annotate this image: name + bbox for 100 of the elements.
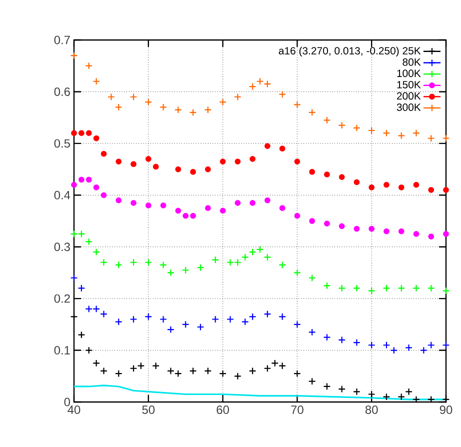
point bbox=[250, 200, 256, 206]
point bbox=[114, 318, 122, 326]
point bbox=[264, 80, 272, 88]
point bbox=[234, 200, 241, 206]
point bbox=[92, 248, 100, 256]
point bbox=[130, 258, 138, 266]
point bbox=[398, 228, 404, 234]
point bbox=[338, 174, 345, 180]
point bbox=[70, 274, 78, 282]
point bbox=[93, 135, 100, 142]
point bbox=[442, 287, 450, 295]
point bbox=[309, 218, 316, 224]
point bbox=[382, 284, 390, 292]
point bbox=[250, 156, 256, 162]
point bbox=[212, 256, 220, 264]
point bbox=[234, 258, 242, 266]
point bbox=[71, 130, 77, 136]
y-tick-label: 0 bbox=[64, 398, 70, 406]
point bbox=[279, 205, 286, 212]
point bbox=[86, 130, 92, 136]
point bbox=[212, 316, 220, 323]
point bbox=[196, 323, 204, 331]
legend-label: 80K bbox=[402, 58, 421, 66]
point bbox=[368, 126, 376, 134]
point bbox=[204, 205, 211, 212]
point bbox=[398, 284, 406, 292]
point bbox=[309, 168, 316, 175]
point bbox=[78, 130, 84, 136]
point bbox=[100, 367, 108, 375]
point bbox=[279, 146, 286, 152]
point bbox=[174, 106, 182, 114]
point bbox=[398, 184, 404, 190]
point bbox=[93, 184, 100, 190]
point bbox=[166, 268, 174, 276]
point bbox=[354, 179, 360, 186]
x-tick-label: 40 bbox=[68, 406, 80, 414]
point bbox=[271, 359, 279, 367]
point bbox=[175, 166, 182, 172]
point bbox=[166, 326, 174, 334]
point bbox=[130, 161, 136, 168]
point bbox=[412, 396, 420, 404]
x-tick-label: 80 bbox=[365, 406, 378, 414]
point bbox=[78, 230, 86, 238]
point bbox=[204, 367, 212, 375]
point bbox=[114, 261, 122, 269]
point bbox=[189, 367, 197, 375]
point bbox=[248, 82, 256, 90]
point bbox=[323, 334, 331, 342]
point bbox=[352, 388, 360, 396]
legend-label: 200K bbox=[396, 92, 421, 100]
point bbox=[100, 192, 107, 198]
point bbox=[145, 156, 152, 162]
legend-label: a16 (3.270, 0.013, -0.250) 25K bbox=[278, 46, 421, 57]
y-tick-label: 0.2 bbox=[54, 294, 70, 303]
point bbox=[219, 370, 227, 378]
point bbox=[116, 197, 122, 204]
point bbox=[160, 103, 168, 111]
point bbox=[160, 261, 168, 269]
point bbox=[256, 246, 264, 254]
point bbox=[144, 258, 152, 266]
legend-label: 300K bbox=[396, 104, 421, 111]
point bbox=[114, 370, 122, 378]
point bbox=[382, 129, 390, 137]
point bbox=[323, 282, 331, 290]
point bbox=[427, 134, 435, 142]
point bbox=[442, 134, 450, 142]
point bbox=[293, 100, 301, 108]
point bbox=[382, 341, 390, 349]
point bbox=[92, 78, 100, 86]
point bbox=[384, 228, 390, 234]
point bbox=[100, 150, 107, 157]
point bbox=[323, 116, 331, 124]
point bbox=[256, 78, 264, 86]
point bbox=[234, 158, 241, 164]
point bbox=[368, 287, 376, 295]
point bbox=[78, 331, 86, 339]
point bbox=[70, 230, 78, 238]
y-tick-label: 0.7 bbox=[54, 36, 70, 44]
legend-label: 100K bbox=[397, 70, 421, 78]
point bbox=[323, 382, 331, 390]
point bbox=[85, 346, 93, 354]
point bbox=[226, 258, 234, 266]
point bbox=[294, 212, 300, 219]
point bbox=[182, 212, 189, 219]
point bbox=[190, 168, 196, 175]
point bbox=[278, 261, 286, 269]
point bbox=[174, 370, 182, 378]
point bbox=[70, 52, 78, 60]
point bbox=[130, 316, 138, 323]
point bbox=[92, 305, 100, 313]
point bbox=[234, 372, 242, 380]
point bbox=[264, 197, 270, 204]
point bbox=[443, 230, 449, 237]
point bbox=[278, 90, 286, 98]
point bbox=[405, 388, 413, 396]
point bbox=[442, 341, 450, 349]
point bbox=[324, 172, 330, 178]
point bbox=[85, 238, 93, 246]
point bbox=[412, 129, 420, 137]
point bbox=[368, 341, 376, 349]
